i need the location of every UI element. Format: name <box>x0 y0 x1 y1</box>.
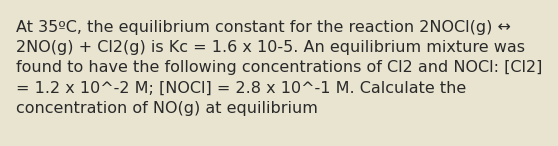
Text: At 35ºC, the equilibrium constant for the reaction 2NOCl(g) ↔
2NO(g) + Cl2(g) is: At 35ºC, the equilibrium constant for th… <box>16 20 542 116</box>
